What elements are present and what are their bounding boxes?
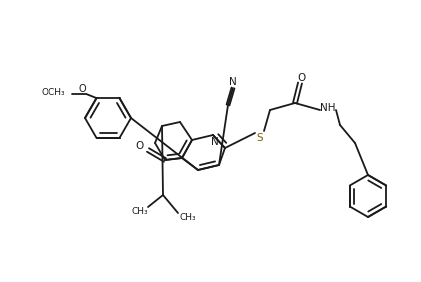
Text: N: N [211,137,219,147]
Text: CH₃: CH₃ [180,213,196,222]
Text: O: O [297,73,305,83]
Text: N: N [229,77,237,87]
Text: O: O [79,84,86,94]
Text: CH₃: CH₃ [132,208,148,217]
Text: NH: NH [320,103,336,113]
Text: OCH₃: OCH₃ [42,88,66,96]
Text: S: S [257,133,263,143]
Text: O: O [136,141,144,151]
